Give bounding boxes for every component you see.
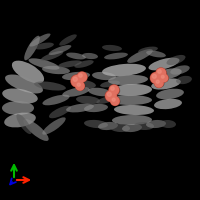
Ellipse shape bbox=[72, 80, 96, 88]
Ellipse shape bbox=[110, 124, 130, 132]
Ellipse shape bbox=[111, 98, 120, 106]
Ellipse shape bbox=[112, 84, 152, 96]
Circle shape bbox=[76, 82, 84, 90]
Circle shape bbox=[78, 72, 86, 82]
Ellipse shape bbox=[112, 115, 152, 125]
Ellipse shape bbox=[42, 95, 70, 105]
Ellipse shape bbox=[88, 88, 112, 96]
Ellipse shape bbox=[82, 53, 98, 59]
Ellipse shape bbox=[77, 73, 88, 82]
Circle shape bbox=[71, 75, 83, 87]
Ellipse shape bbox=[102, 45, 122, 51]
Ellipse shape bbox=[127, 49, 153, 63]
Circle shape bbox=[77, 83, 80, 86]
Ellipse shape bbox=[29, 33, 51, 47]
Ellipse shape bbox=[160, 75, 169, 82]
Ellipse shape bbox=[58, 60, 82, 68]
Ellipse shape bbox=[106, 92, 118, 102]
Ellipse shape bbox=[23, 119, 49, 141]
Ellipse shape bbox=[5, 75, 43, 93]
Ellipse shape bbox=[109, 86, 120, 95]
Ellipse shape bbox=[167, 55, 185, 65]
Circle shape bbox=[160, 74, 168, 82]
Ellipse shape bbox=[104, 53, 128, 59]
Ellipse shape bbox=[49, 45, 71, 55]
Circle shape bbox=[152, 74, 156, 78]
Ellipse shape bbox=[34, 43, 54, 49]
Ellipse shape bbox=[156, 89, 184, 99]
Circle shape bbox=[111, 87, 114, 90]
Ellipse shape bbox=[12, 61, 44, 83]
Ellipse shape bbox=[100, 81, 120, 87]
Ellipse shape bbox=[155, 80, 164, 88]
Ellipse shape bbox=[4, 113, 36, 127]
Circle shape bbox=[109, 85, 119, 95]
Ellipse shape bbox=[92, 72, 116, 80]
Ellipse shape bbox=[98, 122, 118, 130]
Ellipse shape bbox=[108, 95, 152, 105]
Circle shape bbox=[72, 76, 82, 86]
Ellipse shape bbox=[148, 58, 180, 70]
Ellipse shape bbox=[114, 105, 154, 115]
Circle shape bbox=[161, 75, 164, 78]
Ellipse shape bbox=[62, 87, 90, 97]
Ellipse shape bbox=[66, 53, 86, 59]
Ellipse shape bbox=[154, 68, 182, 80]
Circle shape bbox=[156, 68, 166, 78]
Ellipse shape bbox=[84, 120, 108, 128]
Circle shape bbox=[150, 72, 162, 84]
Ellipse shape bbox=[84, 104, 108, 112]
Circle shape bbox=[105, 90, 117, 102]
Ellipse shape bbox=[76, 96, 100, 104]
Circle shape bbox=[73, 77, 77, 81]
Ellipse shape bbox=[66, 104, 94, 112]
Ellipse shape bbox=[59, 34, 77, 46]
Ellipse shape bbox=[29, 58, 59, 70]
Circle shape bbox=[107, 92, 111, 96]
Ellipse shape bbox=[96, 96, 116, 104]
Ellipse shape bbox=[146, 51, 166, 57]
Ellipse shape bbox=[138, 47, 158, 53]
Circle shape bbox=[79, 74, 82, 77]
Circle shape bbox=[151, 73, 161, 83]
Ellipse shape bbox=[24, 36, 40, 60]
Ellipse shape bbox=[170, 65, 190, 75]
Ellipse shape bbox=[134, 122, 154, 130]
Ellipse shape bbox=[102, 64, 146, 76]
Ellipse shape bbox=[151, 78, 181, 90]
Circle shape bbox=[112, 98, 115, 101]
Ellipse shape bbox=[62, 72, 90, 80]
Circle shape bbox=[76, 82, 84, 90]
Ellipse shape bbox=[49, 106, 71, 118]
Circle shape bbox=[156, 80, 159, 83]
Ellipse shape bbox=[42, 66, 70, 74]
Ellipse shape bbox=[176, 76, 192, 84]
Ellipse shape bbox=[146, 120, 166, 128]
Ellipse shape bbox=[108, 75, 148, 85]
Ellipse shape bbox=[76, 83, 86, 91]
Ellipse shape bbox=[42, 117, 66, 135]
Circle shape bbox=[155, 79, 163, 87]
Ellipse shape bbox=[41, 51, 63, 61]
Ellipse shape bbox=[151, 74, 163, 84]
Ellipse shape bbox=[34, 81, 66, 91]
Ellipse shape bbox=[71, 76, 84, 87]
Circle shape bbox=[155, 79, 163, 87]
Circle shape bbox=[110, 85, 118, 94]
Circle shape bbox=[111, 97, 119, 105]
Ellipse shape bbox=[160, 120, 176, 128]
Circle shape bbox=[158, 70, 161, 73]
Ellipse shape bbox=[74, 60, 94, 68]
Circle shape bbox=[77, 72, 87, 82]
Ellipse shape bbox=[16, 114, 32, 134]
Ellipse shape bbox=[122, 124, 142, 132]
Ellipse shape bbox=[154, 99, 182, 109]
Circle shape bbox=[156, 68, 166, 77]
Ellipse shape bbox=[2, 101, 34, 115]
Ellipse shape bbox=[156, 69, 167, 78]
Circle shape bbox=[160, 74, 168, 82]
Ellipse shape bbox=[2, 88, 38, 104]
Circle shape bbox=[106, 91, 116, 101]
Circle shape bbox=[111, 97, 119, 105]
